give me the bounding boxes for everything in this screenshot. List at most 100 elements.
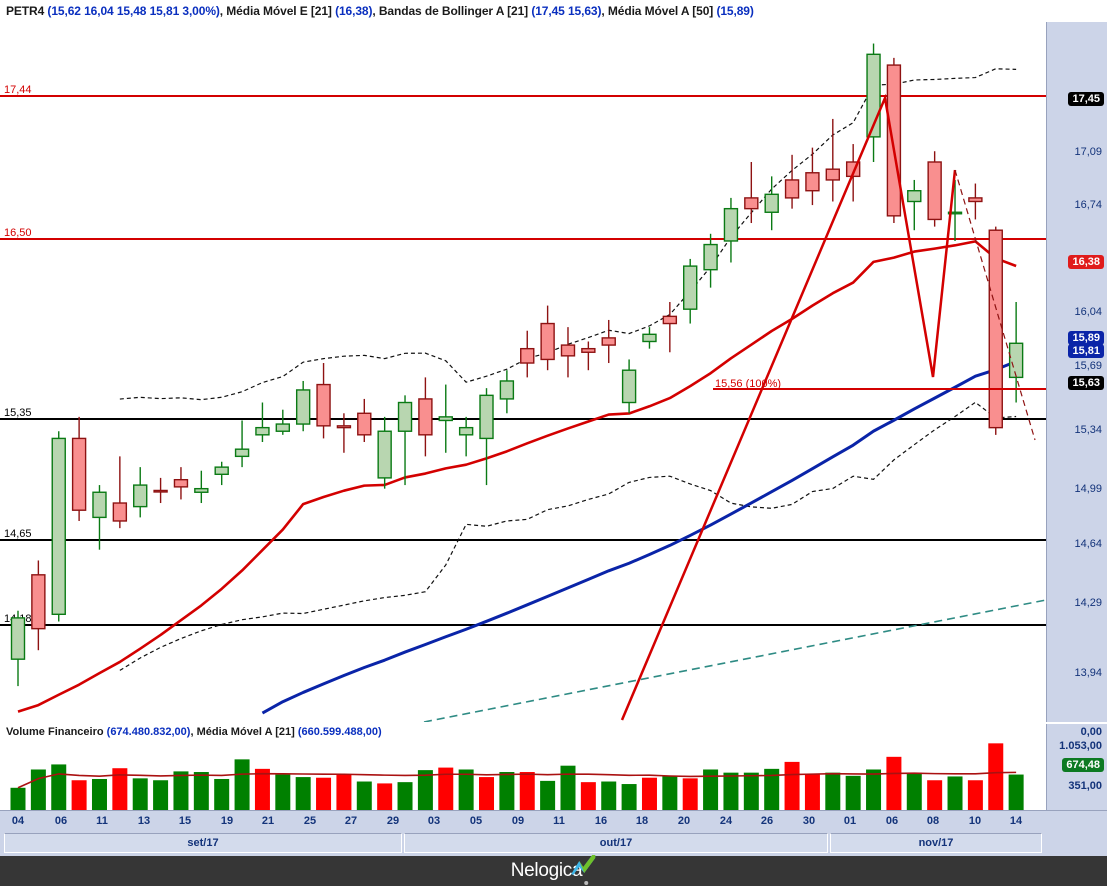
volume-chart-pane[interactable] <box>0 741 1046 810</box>
candlestick[interactable] <box>214 461 229 486</box>
volume-bar[interactable] <box>743 772 759 810</box>
volume-bar[interactable] <box>967 780 983 810</box>
volume-bar[interactable] <box>947 776 963 810</box>
candlestick[interactable] <box>173 467 189 500</box>
volume-title[interactable]: Volume Financeiro <box>6 726 104 738</box>
price-axis-marker[interactable]: 15,81 <box>1068 344 1104 358</box>
candlestick[interactable] <box>10 610 26 687</box>
candlestick[interactable] <box>520 330 535 378</box>
candlestick[interactable] <box>825 118 840 202</box>
volume-bar[interactable] <box>1008 774 1024 810</box>
volume-bar[interactable] <box>784 761 800 810</box>
candlestick[interactable] <box>275 409 291 435</box>
candlestick[interactable] <box>866 43 881 162</box>
volume-bar[interactable] <box>275 774 291 810</box>
candlestick[interactable] <box>397 395 413 486</box>
candlestick[interactable] <box>886 57 902 224</box>
volume-bar[interactable] <box>662 775 678 810</box>
volume-bar[interactable] <box>254 768 270 810</box>
ema21-label[interactable]: Média Móvel E [21] <box>226 4 332 18</box>
candlestick[interactable] <box>112 456 128 529</box>
month-label[interactable]: nov/17 <box>830 833 1042 853</box>
candlestick[interactable] <box>988 226 1003 435</box>
volume-axis-marker[interactable]: 674,48 <box>1062 758 1104 772</box>
volume-bar[interactable] <box>703 769 719 810</box>
volume-bar[interactable] <box>906 772 922 810</box>
volume-bar[interactable] <box>91 778 107 810</box>
candlestick[interactable] <box>479 388 494 486</box>
volume-bar[interactable] <box>30 769 46 810</box>
candlestick[interactable] <box>31 560 46 651</box>
volume-bar[interactable] <box>153 780 169 810</box>
candlestick[interactable] <box>499 370 515 414</box>
price-axis-marker[interactable]: 17,45 <box>1068 92 1104 106</box>
candlestick[interactable] <box>968 183 983 220</box>
candlestick[interactable] <box>601 319 616 364</box>
candlestick[interactable] <box>438 384 453 453</box>
volume-bar[interactable] <box>336 774 352 810</box>
volume-bar[interactable] <box>417 770 433 810</box>
volume-bar[interactable] <box>601 781 617 810</box>
volume-bar[interactable] <box>540 780 556 810</box>
volume-bar[interactable] <box>682 778 698 810</box>
candlestick[interactable] <box>458 416 474 457</box>
volume-bar[interactable] <box>825 772 841 810</box>
volume-bar[interactable] <box>845 775 861 810</box>
candlestick[interactable] <box>133 467 148 518</box>
month-label[interactable]: set/17 <box>4 833 402 853</box>
volume-bar[interactable] <box>214 778 230 810</box>
candlestick[interactable] <box>295 380 311 432</box>
candlestick[interactable] <box>683 258 698 324</box>
price-axis-marker[interactable]: 16,38 <box>1068 255 1104 269</box>
volume-bar[interactable] <box>397 782 413 810</box>
volume-bar[interactable] <box>51 764 67 810</box>
candlestick[interactable] <box>560 327 576 378</box>
candlestick[interactable] <box>255 402 270 442</box>
volume-bar[interactable] <box>438 767 454 810</box>
candlestick[interactable] <box>907 179 922 231</box>
volume-bar[interactable] <box>173 771 189 810</box>
candlestick[interactable] <box>418 377 433 457</box>
volume-bar[interactable] <box>519 772 535 810</box>
price-axis-marker[interactable]: 15,89 <box>1068 331 1104 345</box>
candlestick[interactable] <box>71 416 87 521</box>
volume-bar[interactable] <box>132 778 148 810</box>
symbol-label[interactable]: PETR4 <box>6 4 45 18</box>
month-label[interactable]: out/17 <box>404 833 828 853</box>
volume-bar[interactable] <box>479 777 495 810</box>
volume-bar[interactable] <box>723 772 739 810</box>
volume-bar[interactable] <box>193 772 209 810</box>
volume-bar[interactable] <box>71 780 87 810</box>
sma50-label[interactable]: Média Móvel A [50] <box>607 4 714 18</box>
candlestick[interactable] <box>357 398 372 442</box>
candlestick[interactable] <box>642 327 657 349</box>
volume-bar[interactable] <box>316 777 332 810</box>
candlestick[interactable] <box>947 179 963 241</box>
price-axis-marker[interactable]: 15,63 <box>1068 376 1104 390</box>
candlestick[interactable] <box>744 162 759 224</box>
bollinger-label[interactable]: Bandas de Bollinger A [21] <box>378 4 529 18</box>
candlestick[interactable] <box>703 233 718 288</box>
candlestick[interactable] <box>581 341 596 371</box>
volume-bar[interactable] <box>499 772 515 810</box>
volume-bar[interactable] <box>560 765 576 810</box>
volume-bar[interactable] <box>295 777 311 810</box>
volume-bar[interactable] <box>234 759 250 810</box>
volume-bar[interactable] <box>458 769 474 810</box>
candlestick[interactable] <box>336 413 352 453</box>
volume-bar[interactable] <box>10 787 26 810</box>
candlestick[interactable] <box>234 420 250 468</box>
volume-bar[interactable] <box>866 769 882 810</box>
volume-bar[interactable] <box>377 783 393 810</box>
volume-bar[interactable] <box>988 743 1004 810</box>
volume-bar[interactable] <box>804 774 820 810</box>
candlestick[interactable] <box>723 197 739 263</box>
volume-bar[interactable] <box>112 768 128 810</box>
volume-bar[interactable] <box>621 784 637 810</box>
candlestick[interactable] <box>316 363 331 439</box>
date-axis[interactable]: 04 06 11 13 15 19 21 25 27 29 03 05 09 11 16 18 20 24 26 30… <box>0 810 1107 856</box>
volume-bar[interactable] <box>641 777 657 810</box>
candlestick[interactable] <box>194 470 209 504</box>
volume-axis[interactable]: 0,00 1.053,00 674,48 351,00 <box>1046 724 1107 810</box>
